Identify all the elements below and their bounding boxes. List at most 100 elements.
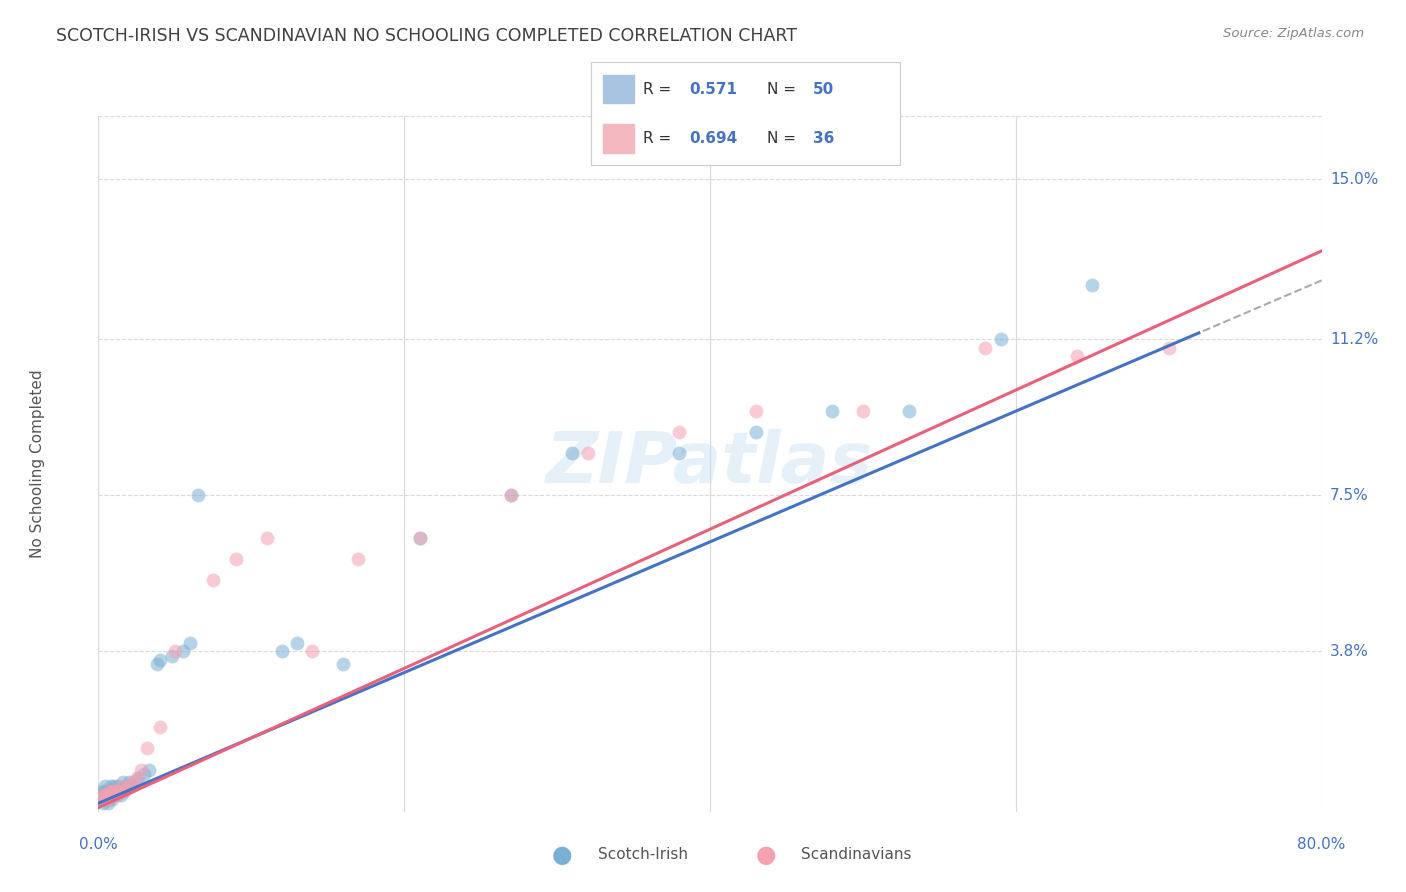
Point — [852, 404, 875, 418]
Point — [97, 792, 120, 806]
Point — [179, 636, 201, 650]
Point — [974, 341, 997, 355]
Point — [121, 775, 143, 789]
Point — [115, 780, 138, 794]
Point — [408, 531, 430, 545]
Point — [668, 425, 690, 440]
Point — [124, 775, 146, 789]
Text: 50: 50 — [813, 81, 835, 96]
Point — [100, 788, 122, 802]
Point — [103, 788, 125, 802]
Point — [112, 783, 135, 797]
Text: 15.0%: 15.0% — [1330, 172, 1378, 186]
Text: Scotch-Irish: Scotch-Irish — [598, 847, 688, 862]
Point — [134, 766, 156, 780]
Text: ZIPatlas: ZIPatlas — [547, 429, 873, 499]
Text: 0.694: 0.694 — [689, 131, 738, 146]
Text: R =: R = — [643, 81, 676, 96]
Point — [98, 792, 121, 806]
Text: 36: 36 — [813, 131, 835, 146]
Text: SCOTCH-IRISH VS SCANDINAVIAN NO SCHOOLING COMPLETED CORRELATION CHART: SCOTCH-IRISH VS SCANDINAVIAN NO SCHOOLIN… — [56, 27, 797, 45]
Point — [149, 653, 172, 667]
Point — [104, 783, 127, 797]
Point — [89, 788, 111, 802]
Text: No Schooling Completed: No Schooling Completed — [30, 369, 45, 558]
Text: N =: N = — [766, 81, 800, 96]
Point — [98, 783, 121, 797]
Point — [1157, 341, 1180, 355]
Point — [110, 780, 132, 794]
Point — [103, 780, 125, 794]
Point — [89, 792, 111, 806]
Point — [561, 446, 583, 460]
Point — [111, 775, 134, 789]
Point — [108, 783, 131, 797]
Point — [94, 788, 117, 802]
Text: 3.8%: 3.8% — [1330, 644, 1369, 659]
Point — [94, 792, 117, 806]
Point — [101, 783, 124, 797]
Text: 80.0%: 80.0% — [1298, 837, 1346, 852]
Point — [93, 792, 115, 806]
Point — [256, 531, 278, 545]
Point — [90, 792, 112, 806]
Point — [225, 551, 247, 566]
Point — [97, 788, 120, 802]
Text: 7.5%: 7.5% — [1330, 488, 1368, 503]
Text: 0.0%: 0.0% — [79, 837, 118, 852]
Point — [104, 783, 127, 797]
Point — [160, 648, 183, 663]
Point — [103, 788, 125, 802]
Text: R =: R = — [643, 131, 676, 146]
Point — [107, 780, 129, 794]
Text: ●: ● — [553, 843, 572, 866]
Point — [501, 488, 523, 502]
Point — [118, 780, 141, 794]
Point — [332, 657, 354, 672]
Point — [121, 780, 143, 794]
Point — [145, 657, 167, 672]
Point — [1066, 349, 1088, 363]
Point — [127, 771, 149, 785]
Point — [501, 488, 523, 502]
Point — [100, 780, 122, 794]
Bar — [603, 75, 634, 103]
Point — [129, 763, 152, 777]
Text: ●: ● — [756, 843, 776, 866]
Point — [347, 551, 370, 566]
Text: Source: ZipAtlas.com: Source: ZipAtlas.com — [1223, 27, 1364, 40]
Point — [138, 763, 160, 777]
Point — [91, 783, 114, 797]
Point — [285, 636, 308, 650]
Point — [897, 404, 920, 418]
Point — [172, 644, 194, 658]
Point — [202, 573, 225, 587]
Point — [1081, 277, 1104, 292]
Point — [110, 788, 132, 802]
Bar — [603, 124, 634, 153]
Point — [668, 446, 690, 460]
Point — [163, 644, 186, 658]
Point — [408, 531, 430, 545]
Point — [990, 333, 1012, 347]
Point — [270, 644, 292, 658]
Point — [93, 780, 115, 794]
Point — [576, 446, 599, 460]
Point — [101, 792, 124, 806]
Point — [136, 741, 159, 756]
Point — [112, 783, 135, 797]
Point — [745, 404, 768, 418]
Point — [301, 644, 323, 658]
Point — [91, 797, 114, 811]
Text: 0.571: 0.571 — [689, 81, 738, 96]
Point — [107, 783, 129, 797]
Point — [97, 797, 120, 811]
Point — [101, 783, 124, 797]
Text: Scandinavians: Scandinavians — [801, 847, 912, 862]
Point — [821, 404, 844, 418]
Point — [90, 792, 112, 806]
Point — [100, 788, 122, 802]
Point — [187, 488, 209, 502]
Point — [125, 771, 148, 785]
Point — [94, 783, 117, 797]
